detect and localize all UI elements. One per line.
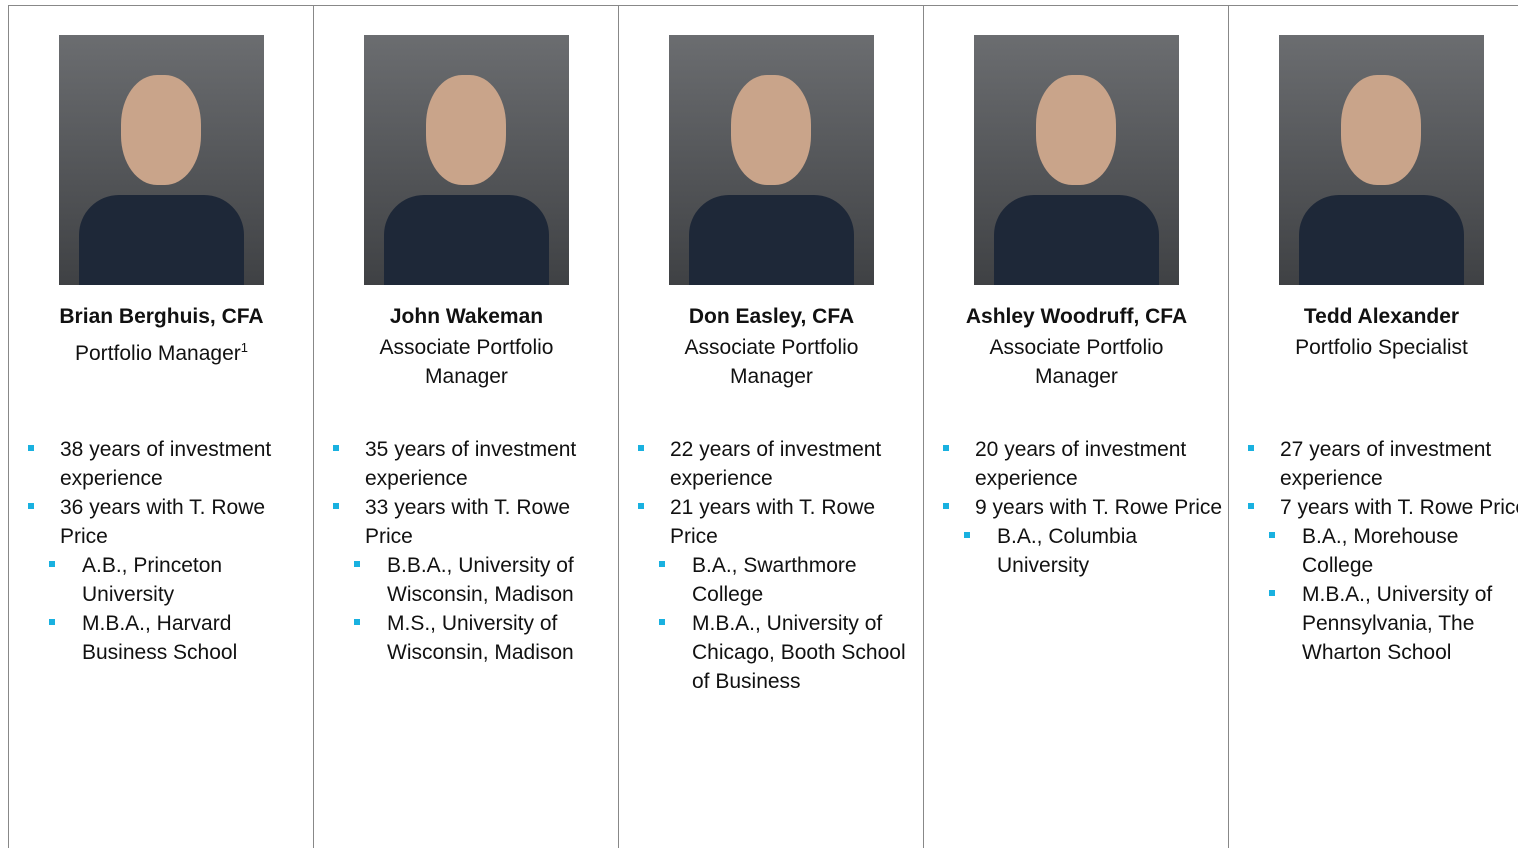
bullet-text: M.S., University of Wisconsin, Madison bbox=[387, 612, 574, 664]
education-bullet: M.B.A., University of Pennsylvania, The … bbox=[1229, 580, 1518, 667]
person-name: Ashley Woodruff, CFA bbox=[924, 305, 1229, 329]
portrait-body bbox=[1299, 195, 1464, 285]
bio-list: 38 years of investment experience 36 year… bbox=[9, 435, 314, 667]
title-text: Portfolio Specialist bbox=[1295, 336, 1468, 359]
person-title: Associate Portfolio Manager bbox=[649, 333, 894, 391]
bullet-marker bbox=[964, 532, 970, 538]
portrait-photo bbox=[1279, 35, 1484, 285]
bullet-text: 21 years with T. Rowe Price bbox=[670, 496, 875, 548]
profile-column: Don Easley, CFA Associate Portfolio Manag… bbox=[618, 5, 923, 848]
bullet-marker bbox=[49, 561, 55, 567]
title-text: Associate Portfolio Manager bbox=[380, 336, 554, 388]
portrait-body bbox=[994, 195, 1159, 285]
bullet-marker bbox=[49, 619, 55, 625]
bullet-marker bbox=[943, 445, 949, 451]
bullet-marker bbox=[1248, 445, 1254, 451]
bio-list: 20 years of investment experience 9 years… bbox=[924, 435, 1229, 580]
portrait-photo bbox=[669, 35, 874, 285]
education-bullet: B.A., Columbia University bbox=[924, 522, 1227, 580]
portrait-photo bbox=[59, 35, 264, 285]
bio-bullet: 22 years of investment experience bbox=[619, 435, 920, 493]
portrait-photo bbox=[364, 35, 569, 285]
profile-column: Tedd Alexander Portfolio Specialist 27 yea… bbox=[1228, 5, 1518, 848]
bio-bullet: 33 years with T. Rowe Price bbox=[314, 493, 615, 551]
person-name: Tedd Alexander bbox=[1229, 305, 1518, 329]
bullet-text: B.A., Morehouse College bbox=[1302, 525, 1458, 577]
portrait-face bbox=[1341, 75, 1421, 185]
bullet-marker bbox=[1269, 590, 1275, 596]
bio-bullet: 7 years with T. Rowe Price bbox=[1229, 493, 1518, 522]
bullet-text: M.B.A., University of Chicago, Booth Sch… bbox=[692, 612, 906, 693]
portrait-photo bbox=[974, 35, 1179, 285]
portrait-body bbox=[689, 195, 854, 285]
bullet-marker bbox=[659, 619, 665, 625]
person-title: Associate Portfolio Manager bbox=[344, 333, 589, 391]
portrait-face bbox=[731, 75, 811, 185]
title-footnote: 1 bbox=[241, 340, 248, 355]
bio-list: 35 years of investment experience 33 year… bbox=[314, 435, 619, 667]
title-text: Associate Portfolio Manager bbox=[990, 336, 1164, 388]
bullet-text: 9 years with T. Rowe Price bbox=[975, 496, 1222, 519]
bullet-text: B.A., Columbia University bbox=[997, 525, 1137, 577]
profile-column: Brian Berghuis, CFA Portfolio Manager1 38 … bbox=[8, 5, 313, 848]
education-bullet: B.A., Morehouse College bbox=[1229, 522, 1518, 580]
bullet-text: 35 years of investment experience bbox=[365, 438, 576, 490]
bullet-marker bbox=[354, 561, 360, 567]
bullet-text: 36 years with T. Rowe Price bbox=[60, 496, 265, 548]
bio-list: 22 years of investment experience 21 year… bbox=[619, 435, 924, 696]
bullet-text: 7 years with T. Rowe Price bbox=[1280, 496, 1518, 519]
title-text: Portfolio Manager bbox=[75, 342, 241, 365]
person-name: Brian Berghuis, CFA bbox=[9, 305, 314, 329]
person-name: John Wakeman bbox=[314, 305, 619, 329]
title-text: Associate Portfolio Manager bbox=[685, 336, 859, 388]
bullet-text: A.B., Princeton University bbox=[82, 554, 222, 606]
bullet-text: 38 years of investment experience bbox=[60, 438, 271, 490]
portrait-body bbox=[384, 195, 549, 285]
person-title: Portfolio Specialist bbox=[1259, 333, 1504, 362]
education-bullet: M.B.A., Harvard Business School bbox=[9, 609, 312, 667]
bullet-text: M.B.A., University of Pennsylvania, The … bbox=[1302, 583, 1492, 664]
bio-bullet: 36 years with T. Rowe Price bbox=[9, 493, 310, 551]
bullet-marker bbox=[659, 561, 665, 567]
bio-bullet: 27 years of investment experience bbox=[1229, 435, 1518, 493]
portrait-face bbox=[426, 75, 506, 185]
education-bullet: M.B.A., University of Chicago, Booth Sch… bbox=[619, 609, 922, 696]
bullet-text: 33 years with T. Rowe Price bbox=[365, 496, 570, 548]
bio-bullet: 38 years of investment experience bbox=[9, 435, 310, 493]
bio-bullet: 35 years of investment experience bbox=[314, 435, 615, 493]
education-bullet: B.A., Swarthmore College bbox=[619, 551, 922, 609]
bio-bullet: 20 years of investment experience bbox=[924, 435, 1225, 493]
person-title: Associate Portfolio Manager bbox=[954, 333, 1199, 391]
bullet-marker bbox=[28, 503, 34, 509]
portrait-face bbox=[1036, 75, 1116, 185]
bullet-text: B.A., Swarthmore College bbox=[692, 554, 857, 606]
bio-bullet: 9 years with T. Rowe Price bbox=[924, 493, 1225, 522]
bullet-marker bbox=[333, 445, 339, 451]
portrait-face bbox=[121, 75, 201, 185]
bullet-marker bbox=[333, 503, 339, 509]
page: Brian Berghuis, CFA Portfolio Manager1 38 … bbox=[0, 0, 1518, 848]
bullet-marker bbox=[638, 503, 644, 509]
bullet-marker bbox=[943, 503, 949, 509]
person-title: Portfolio Manager1 bbox=[39, 333, 284, 368]
profile-column: Ashley Woodruff, CFA Associate Portfolio … bbox=[923, 5, 1228, 848]
bullet-marker bbox=[1269, 532, 1275, 538]
portrait-body bbox=[79, 195, 244, 285]
education-bullet: B.B.A., University of Wisconsin, Madison bbox=[314, 551, 617, 609]
person-name: Don Easley, CFA bbox=[619, 305, 924, 329]
bullet-marker bbox=[354, 619, 360, 625]
bullet-text: 27 years of investment experience bbox=[1280, 438, 1491, 490]
bullet-marker bbox=[28, 445, 34, 451]
bio-bullet: 21 years with T. Rowe Price bbox=[619, 493, 920, 551]
profile-column: John Wakeman Associate Portfolio Manager 3… bbox=[313, 5, 618, 848]
bullet-text: 22 years of investment experience bbox=[670, 438, 881, 490]
education-bullet: M.S., University of Wisconsin, Madison bbox=[314, 609, 617, 667]
bullet-marker bbox=[1248, 503, 1254, 509]
education-bullet: A.B., Princeton University bbox=[9, 551, 312, 609]
bio-list: 27 years of investment experience 7 years… bbox=[1229, 435, 1518, 667]
bullet-text: M.B.A., Harvard Business School bbox=[82, 612, 237, 664]
bullet-text: 20 years of investment experience bbox=[975, 438, 1186, 490]
bullet-marker bbox=[638, 445, 644, 451]
bullet-text: B.B.A., University of Wisconsin, Madison bbox=[387, 554, 574, 606]
